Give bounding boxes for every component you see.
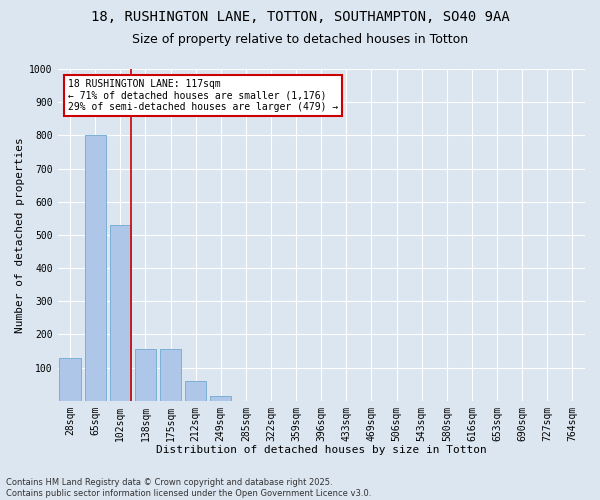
Bar [210,396,232,400]
Bar [59,358,81,401]
Bar [110,225,131,400]
Bar [135,350,156,401]
Text: 18 RUSHINGTON LANE: 117sqm
← 71% of detached houses are smaller (1,176)
29% of s: 18 RUSHINGTON LANE: 117sqm ← 71% of deta… [68,79,338,112]
X-axis label: Distribution of detached houses by size in Totton: Distribution of detached houses by size … [156,445,487,455]
Y-axis label: Number of detached properties: Number of detached properties [15,137,25,332]
Text: Contains HM Land Registry data © Crown copyright and database right 2025.
Contai: Contains HM Land Registry data © Crown c… [6,478,371,498]
Bar [160,350,181,401]
Text: Size of property relative to detached houses in Totton: Size of property relative to detached ho… [132,32,468,46]
Bar [85,136,106,400]
Text: 18, RUSHINGTON LANE, TOTTON, SOUTHAMPTON, SO40 9AA: 18, RUSHINGTON LANE, TOTTON, SOUTHAMPTON… [91,10,509,24]
Bar [185,381,206,400]
